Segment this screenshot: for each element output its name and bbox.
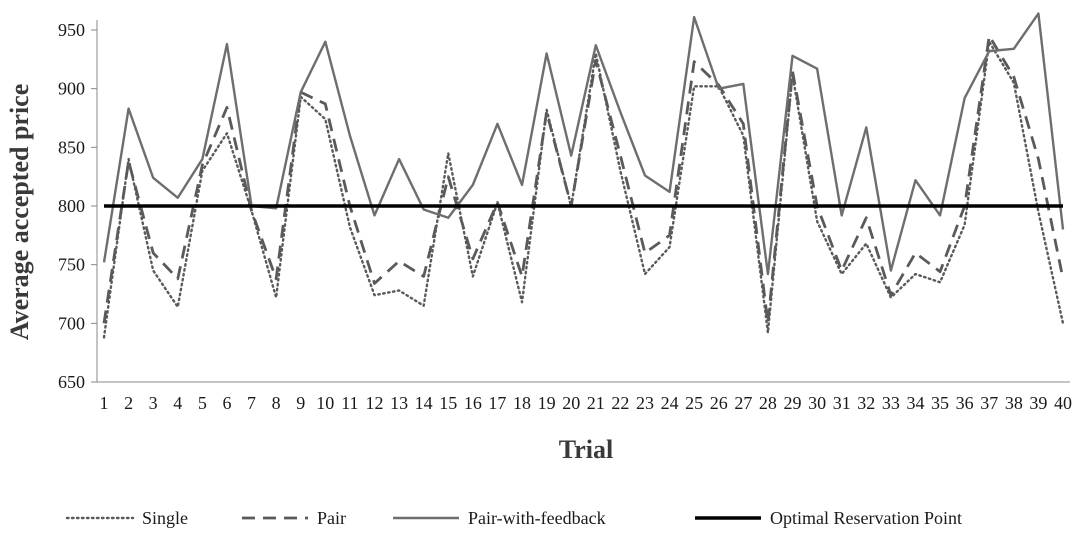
legend-label-pair-with-feedback: Pair-with-feedback (468, 508, 606, 528)
series-line-pair (102, 34, 1065, 325)
x-tick-label: 21 (587, 393, 605, 413)
x-tick-label: 31 (833, 393, 851, 413)
x-tick-label: 10 (316, 393, 334, 413)
x-tick-label: 8 (272, 393, 281, 413)
x-tick-label: 35 (931, 393, 949, 413)
x-tick-label: 25 (685, 393, 703, 413)
x-tick-label: 4 (173, 393, 182, 413)
x-tick-label: 6 (222, 393, 231, 413)
x-tick-label: 16 (464, 393, 482, 413)
x-tick-label: 1 (100, 393, 109, 413)
x-tick-label: 36 (956, 393, 974, 413)
x-tick-label: 26 (710, 393, 728, 413)
legend-label-pair: Pair (317, 508, 346, 528)
x-tick-label: 24 (661, 393, 679, 413)
y-tick-label: 900 (58, 79, 85, 99)
x-tick-label: 14 (415, 393, 433, 413)
x-tick-label: 29 (784, 393, 802, 413)
y-tick-label: 850 (58, 137, 85, 157)
x-tick-label: 22 (611, 393, 629, 413)
legend: Single Pair Pair-with-feedback Optimal Rese… (65, 508, 962, 528)
y-axis-title: Average accepted price (5, 84, 34, 341)
x-tick-label: 38 (1005, 393, 1023, 413)
series-line-single (102, 40, 1065, 339)
x-tick-label: 30 (808, 393, 826, 413)
x-axis-title: Trial (559, 435, 613, 464)
x-tick-label: 23 (636, 393, 654, 413)
y-tick-label: 950 (58, 20, 85, 40)
y-tick-label: 750 (58, 255, 85, 275)
y-tick-label: 800 (58, 196, 85, 216)
x-tick-label: 15 (439, 393, 457, 413)
y-tick-label: 700 (58, 313, 85, 333)
x-tick-label: 37 (980, 393, 998, 413)
legend-label-optimal-reservation-point: Optimal Reservation Point (770, 508, 962, 528)
x-tick-label: 7 (247, 393, 256, 413)
x-tick-label: 39 (1029, 393, 1047, 413)
x-tick-label: 18 (513, 393, 531, 413)
x-tick-label: 2 (124, 393, 133, 413)
y-tick-label: 650 (58, 372, 85, 392)
x-tick-label: 12 (365, 393, 383, 413)
series-line-pair-with-feedback (102, 12, 1065, 276)
x-tick-label: 17 (488, 393, 506, 413)
x-tick-label: 9 (296, 393, 305, 413)
y-axis: 650 700 750 800 850 900 950 (58, 20, 98, 392)
x-tick-label: 34 (906, 393, 924, 413)
x-tick-label: 27 (734, 393, 752, 413)
x-tick-label: 20 (562, 393, 580, 413)
x-tick-label: 40 (1054, 393, 1072, 413)
legend-label-single: Single (142, 508, 188, 528)
x-tick-label: 5 (198, 393, 207, 413)
x-tick-label: 3 (149, 393, 158, 413)
x-tick-label: 11 (341, 393, 358, 413)
x-tick-label: 19 (538, 393, 556, 413)
x-axis: 1 2 3 4 5 6 7 8 9 10 11 12 13 14 15 16 17 18 19 20 21 22 23 24 2… (97, 381, 1072, 413)
series-layer (102, 12, 1065, 339)
x-tick-label: 13 (390, 393, 408, 413)
x-tick-label: 32 (857, 393, 875, 413)
x-tick-label: 28 (759, 393, 777, 413)
x-tick-label: 33 (882, 393, 900, 413)
